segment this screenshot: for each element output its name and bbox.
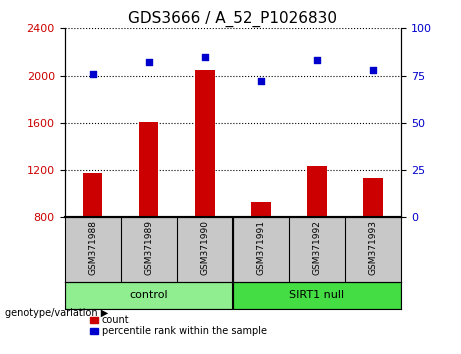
Bar [139, 121, 159, 217]
Point [369, 67, 377, 73]
Bar [65, 282, 233, 309]
Text: GSM371992: GSM371992 [313, 220, 321, 275]
Point [201, 54, 208, 59]
Point [313, 58, 321, 63]
Bar [195, 70, 214, 217]
Bar [307, 166, 327, 217]
Bar [83, 173, 102, 217]
Bar [363, 178, 383, 217]
Text: genotype/variation ▶: genotype/variation ▶ [5, 308, 108, 318]
Text: control: control [130, 290, 168, 300]
Text: GSM371989: GSM371989 [144, 220, 153, 275]
Point [89, 71, 96, 76]
Legend: count, percentile rank within the sample: count, percentile rank within the sample [86, 312, 271, 340]
Bar [251, 202, 271, 217]
Text: GSM371991: GSM371991 [256, 220, 266, 275]
Text: SIRT1 null: SIRT1 null [290, 290, 344, 300]
Point [145, 59, 152, 65]
Text: GSM371988: GSM371988 [88, 220, 97, 275]
Point [257, 78, 265, 84]
Text: GSM371993: GSM371993 [368, 220, 378, 275]
Text: GSM371990: GSM371990 [200, 220, 209, 275]
Title: GDS3666 / A_52_P1026830: GDS3666 / A_52_P1026830 [128, 11, 337, 27]
Bar [233, 282, 401, 309]
